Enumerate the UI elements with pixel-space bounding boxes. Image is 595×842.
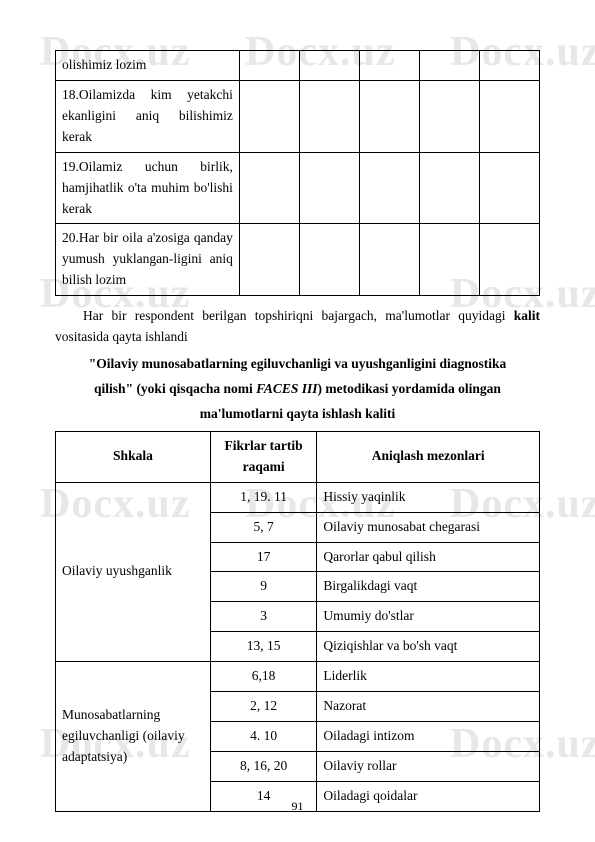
empty-cell — [359, 224, 419, 296]
fikrlar-cell: 13, 15 — [210, 632, 316, 662]
heading-line2-italic: FACES III — [256, 381, 317, 396]
header-aniqlash: Aniqlash mezonlari — [317, 431, 540, 482]
heading-line2-pre: qilish" (yoki qisqacha nomi — [94, 381, 256, 396]
empty-cell — [419, 51, 479, 81]
empty-cell — [239, 224, 299, 296]
heading-line1: "Oilaviy munosabatlarning egiluvchanligi… — [55, 354, 540, 375]
key-table: Shkala Fikrlar tartib raqami Aniqlash me… — [55, 431, 540, 812]
paragraph-text: Har bir respondent berilgan topshiriqni … — [83, 308, 514, 323]
empty-cell — [299, 80, 359, 152]
heading-line2: qilish" (yoki qisqacha nomi FACES III) m… — [55, 379, 540, 400]
fikrlar-cell: 4. 10 — [210, 722, 316, 752]
fikrlar-cell: 3 — [210, 602, 316, 632]
mezon-cell: Qarorlar qabul qilish — [317, 542, 540, 572]
question-cell: olishimiz lozim — [56, 51, 240, 81]
paragraph-bold: kalit — [514, 308, 540, 323]
empty-cell — [359, 80, 419, 152]
mezon-cell: Birgalikdagi vaqt — [317, 572, 540, 602]
empty-cell — [419, 80, 479, 152]
empty-cell — [299, 152, 359, 224]
mezon-cell: Oiladagi intizom — [317, 722, 540, 752]
mezon-cell: Nazorat — [317, 692, 540, 722]
question-cell: 18.Oilamizda kim yetakchi ekanligini ani… — [56, 80, 240, 152]
heading-line3: ma'lumotlarni qayta ishlash kaliti — [55, 404, 540, 425]
empty-cell — [479, 80, 539, 152]
question-cell: 20.Har bir oila a'zosiga qanday yumush y… — [56, 224, 240, 296]
mezon-cell: Oilaviy rollar — [317, 751, 540, 781]
shkala-cell: Munosabatlarning egiluvchanligi (oilaviy… — [56, 662, 211, 812]
empty-cell — [359, 51, 419, 81]
mezon-cell: Liderlik — [317, 662, 540, 692]
empty-cell — [239, 80, 299, 152]
questionnaire-table: olishimiz lozim 18.Oilamizda kim yetakch… — [55, 50, 540, 296]
empty-cell — [479, 224, 539, 296]
empty-cell — [239, 152, 299, 224]
fikrlar-cell: 14 — [210, 781, 316, 811]
table-row: 20.Har bir oila a'zosiga qanday yumush y… — [56, 224, 540, 296]
fikrlar-cell: 1, 19. 11 — [210, 482, 316, 512]
heading-line2-post: ) metodikasi yordamida olingan — [318, 381, 501, 396]
empty-cell — [299, 51, 359, 81]
table-row: olishimiz lozim — [56, 51, 540, 81]
mezon-cell: Umumiy do'stlar — [317, 602, 540, 632]
paragraph-tail: vositasida qayta ishlandi — [55, 329, 188, 344]
question-cell: 19.Oilamiz uchun birlik, hamjihatlik o't… — [56, 152, 240, 224]
table-header-row: Shkala Fikrlar tartib raqami Aniqlash me… — [56, 431, 540, 482]
empty-cell — [359, 152, 419, 224]
empty-cell — [419, 152, 479, 224]
empty-cell — [239, 51, 299, 81]
empty-cell — [299, 224, 359, 296]
mezon-cell: Oiladagi qoidalar — [317, 781, 540, 811]
header-shkala: Shkala — [56, 431, 211, 482]
fikrlar-cell: 8, 16, 20 — [210, 751, 316, 781]
mezon-cell: Qiziqishlar va bo'sh vaqt — [317, 632, 540, 662]
paragraph: Har bir respondent berilgan topshiriqni … — [55, 306, 540, 348]
table-row: 18.Oilamizda kim yetakchi ekanligini ani… — [56, 80, 540, 152]
shkala-cell: Oilaviy uyushganlik — [56, 482, 211, 662]
fikrlar-cell: 2, 12 — [210, 692, 316, 722]
empty-cell — [419, 224, 479, 296]
fikrlar-cell: 17 — [210, 542, 316, 572]
empty-cell — [479, 152, 539, 224]
mezon-cell: Hissiy yaqinlik — [317, 482, 540, 512]
header-fikrlar: Fikrlar tartib raqami — [210, 431, 316, 482]
table-row: Munosabatlarning egiluvchanligi (oilaviy… — [56, 662, 540, 692]
fikrlar-cell: 6,18 — [210, 662, 316, 692]
fikrlar-cell: 9 — [210, 572, 316, 602]
table-row: Oilaviy uyushganlik 1, 19. 11 Hissiy yaq… — [56, 482, 540, 512]
fikrlar-cell: 5, 7 — [210, 512, 316, 542]
table-row: 19.Oilamiz uchun birlik, hamjihatlik o't… — [56, 152, 540, 224]
empty-cell — [479, 51, 539, 81]
mezon-cell: Oilaviy munosabat chegarasi — [317, 512, 540, 542]
